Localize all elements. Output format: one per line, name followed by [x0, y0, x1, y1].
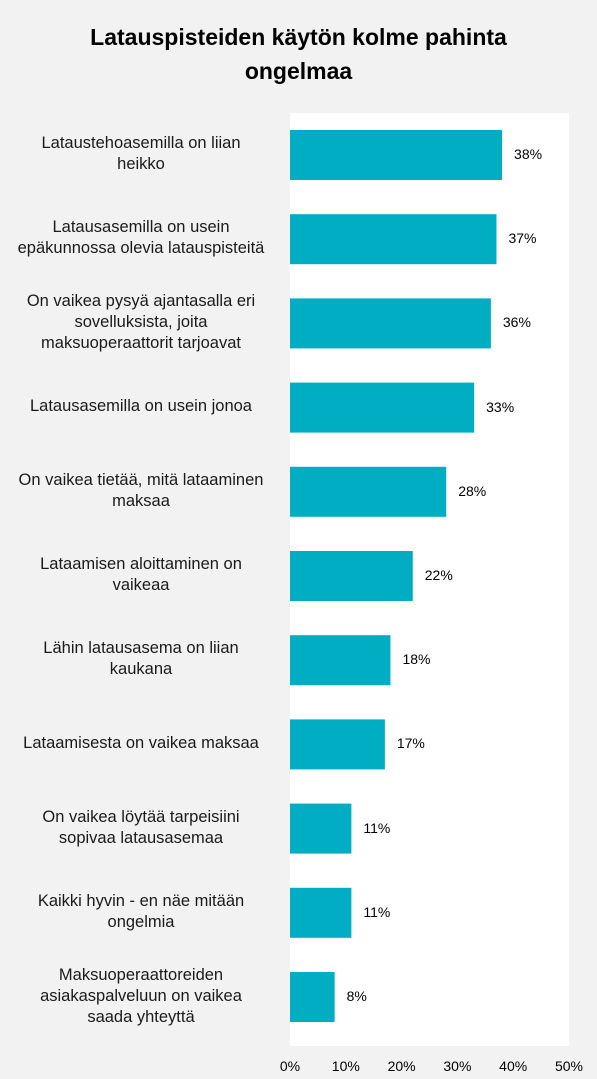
data-label: 28% [458, 482, 487, 499]
bar [290, 719, 385, 770]
category-label: Kaikki hyvin - en näe mitään ongelmia [37, 891, 245, 931]
category-label: Lataamisesta on vaikea maksaa [23, 733, 259, 752]
data-label: 17% [396, 735, 425, 752]
x-tick-label: 10% [331, 1058, 360, 1074]
category-label: Maksuoperaattoreiden asiakaspalveluun on… [40, 965, 242, 1026]
bar [290, 635, 391, 686]
data-label: 11% [363, 819, 391, 836]
data-label: 22% [424, 567, 453, 583]
bar [290, 130, 503, 180]
x-tick-label: 40% [499, 1058, 528, 1074]
category-label: On vaikea tietää, mitä lataaminen maksaa [18, 470, 264, 510]
data-label: 33% [486, 398, 515, 415]
bar [290, 803, 352, 854]
data-label: 8% [346, 988, 367, 1004]
data-label: 37% [508, 230, 537, 247]
bar [290, 466, 447, 517]
category-label: Lataustehoasemilla on liian heikko [41, 134, 241, 173]
x-tick-label: 0% [279, 1058, 301, 1074]
bar [290, 972, 335, 1022]
category-label: Latausasemilla on usein epäkunnossa olev… [17, 218, 265, 258]
data-label: 11% [363, 903, 391, 920]
bar [290, 551, 413, 601]
chart-title: Latauspisteiden käytön kolme pahinta ong… [90, 24, 507, 84]
category-label: Lataamisen aloittaminen on vaikeaa [40, 555, 242, 594]
bar [290, 887, 352, 938]
data-label: 36% [502, 314, 531, 331]
data-label: 18% [402, 651, 431, 668]
category-label: On vaikea löytää tarpeisiini sopivaa lat… [42, 807, 240, 847]
x-tick-label: 50% [554, 1058, 584, 1074]
category-label: On vaikea pysyä ajantasalla eri sovelluk… [26, 291, 256, 352]
x-tick-label: 30% [443, 1058, 472, 1074]
x-tick-label: 20% [387, 1058, 416, 1074]
category-label: Latausasemilla on usein jonoa [30, 397, 252, 416]
data-label: 38% [514, 146, 543, 162]
bar [290, 382, 475, 433]
bar [290, 214, 497, 265]
bar [290, 298, 491, 349]
category-label: Lähin latausasema on liian kaukana [43, 639, 239, 679]
